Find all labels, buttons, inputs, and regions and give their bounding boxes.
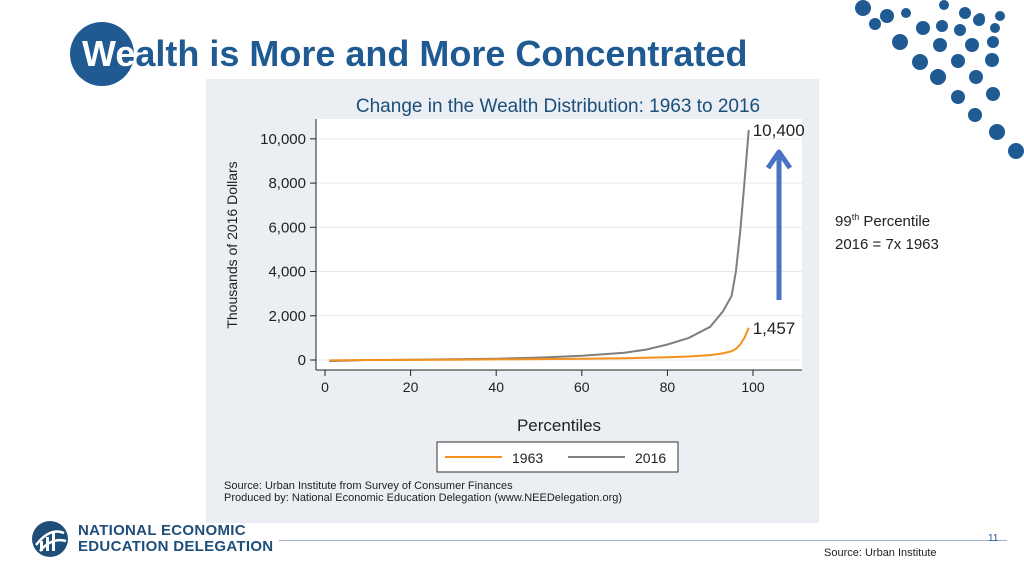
gridlines: [316, 138, 802, 361]
page-number: 11: [988, 533, 999, 544]
x-axis-label: Percentiles: [517, 416, 601, 435]
title-circle-badge: [70, 22, 134, 86]
chart-panel: Change in the Wealth Distribution: 1963 …: [206, 79, 819, 523]
annotation-line-1-tail: Percentile: [859, 213, 931, 230]
percentile-annotation: 99th Percentile 2016 = 7x 1963: [835, 206, 939, 256]
y-tick-label: 8,000: [268, 175, 306, 192]
footer-divider: [279, 540, 1007, 541]
x-tick-label: 40: [488, 379, 504, 395]
annotation-percentile-number: 99: [835, 213, 852, 230]
globe-logo-icon: [32, 521, 68, 557]
axes: 0 2,000 4,000 6,000 8,000 10,000 0 20 40 60 80 100: [260, 119, 802, 395]
annotation-superscript: th: [851, 212, 860, 222]
data-labels: 10,400 1,457: [753, 121, 805, 338]
plot-area: [316, 119, 802, 370]
y-axis-label: Thousands of 2016 Dollars: [224, 161, 240, 328]
logo-line-1: NATIONAL ECONOMIC: [78, 522, 246, 539]
x-tick-label: 80: [660, 379, 676, 395]
y-tick-label: 10,000: [260, 131, 306, 148]
chart-source-line: Source: Urban Institute from Survey of C…: [224, 480, 513, 492]
x-tick-label: 0: [321, 379, 329, 395]
chart-produced-by-line: Produced by: National Economic Education…: [224, 492, 622, 504]
y-tick-label: 6,000: [268, 219, 306, 236]
wealth-line-chart: Change in the Wealth Distribution: 1963 …: [224, 96, 805, 504]
title-lead: We: [82, 33, 136, 74]
legend-label-1963: 1963: [512, 450, 543, 466]
page-title: Wealth is More and More Concentrated: [82, 33, 747, 75]
annotation-line-1: 99th Percentile: [835, 206, 939, 233]
chart-title: Change in the Wealth Distribution: 1963 …: [356, 96, 760, 117]
x-tick-label: 100: [741, 379, 765, 395]
decorative-dots: [855, 0, 1024, 159]
legend-label-2016: 2016: [635, 450, 666, 466]
y-tick-label: 2,000: [268, 308, 306, 325]
logo-text: NATIONAL ECONOMIC EDUCATION DELEGATION: [78, 523, 273, 555]
annotation-line-2: 2016 = 7x 1963: [835, 236, 939, 253]
y-tick-label: 0: [298, 352, 306, 369]
series-line-1963: [329, 327, 750, 362]
y-tick-label: 4,000: [268, 264, 306, 281]
data-label: 10,400: [753, 121, 805, 140]
x-tick-label: 60: [574, 379, 590, 395]
need-logo: NATIONAL ECONOMIC EDUCATION DELEGATION: [30, 519, 280, 559]
data-label: 1,457: [753, 319, 796, 338]
up-arrow-icon: [765, 149, 793, 300]
title-rest: alth is More and More Concentrated: [135, 33, 748, 74]
logo-line-2: EDUCATION DELEGATION: [78, 538, 274, 555]
slide-title: Wealth is More and More Concentrated: [70, 22, 747, 86]
x-tick-label: 20: [403, 379, 419, 395]
legend: 1963 2016: [436, 441, 679, 473]
footer-source: Source: Urban Institute: [824, 547, 937, 559]
series-lines: [329, 129, 750, 363]
